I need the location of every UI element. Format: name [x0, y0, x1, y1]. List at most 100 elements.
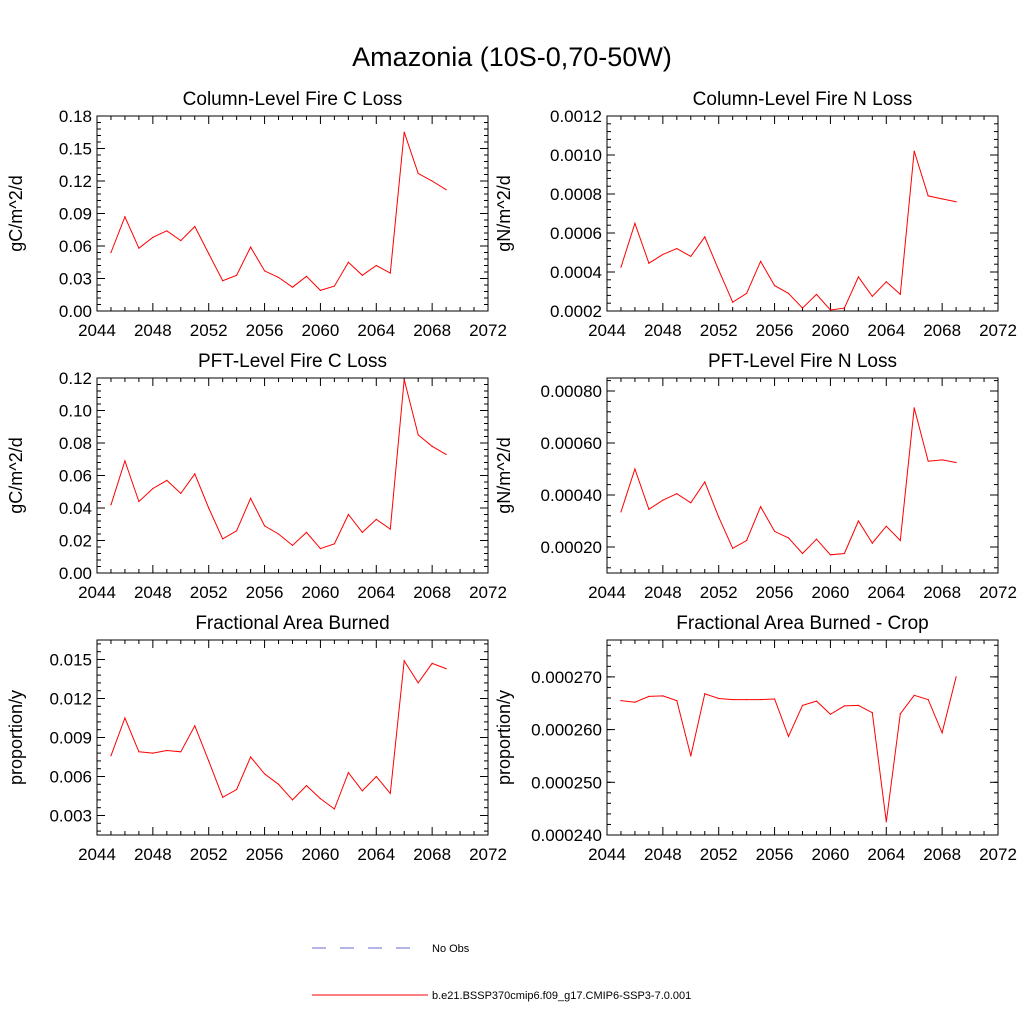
y-tick-label: 0.02 [59, 532, 92, 551]
x-tick-label: 2068 [923, 845, 961, 864]
data-point [718, 697, 720, 700]
data-point [718, 269, 720, 271]
data-point [773, 530, 776, 533]
data-point [899, 539, 901, 542]
y-tick-label: 0.00080 [541, 382, 602, 401]
data-point [620, 266, 622, 268]
data-point [913, 694, 915, 696]
plot-frame [606, 377, 999, 574]
x-tick-label: 2052 [190, 845, 228, 864]
data-point [361, 790, 363, 792]
data-point [704, 693, 706, 695]
data-point [648, 508, 650, 510]
data-point [347, 261, 349, 263]
y-tick-label: 0.06 [59, 467, 92, 486]
data-point [333, 285, 335, 287]
data-point [263, 270, 266, 272]
data-point [885, 821, 887, 823]
y-tick-label: 0.000250 [531, 773, 602, 792]
data-point [676, 700, 678, 702]
data-point [620, 511, 622, 513]
data-point [333, 543, 335, 545]
data-point [236, 530, 238, 532]
data-point [305, 275, 308, 277]
plot-frame [606, 639, 999, 836]
data-point [648, 695, 650, 697]
data-point [871, 295, 873, 297]
data-point [704, 481, 706, 483]
y-tick-label: 0.00040 [541, 486, 602, 505]
data-point [662, 253, 664, 256]
x-tick-label: 2056 [756, 321, 794, 340]
chart-panel-6: Fractional Area Burned - Crop 2044 2048 205… [494, 613, 1017, 864]
y-tick-label: 0.15 [59, 140, 92, 159]
data-point [166, 749, 168, 752]
data-point [305, 531, 308, 533]
data-point [194, 473, 196, 475]
data-point [634, 222, 636, 224]
y-tick-label: 0.012 [49, 690, 92, 709]
x-tick-label: 2044 [78, 321, 116, 340]
data-point [732, 698, 734, 701]
data-point [662, 695, 664, 697]
data-point [801, 704, 804, 706]
panel-title: Column-Level Fire C Loss [183, 89, 403, 110]
data-point [760, 506, 762, 508]
data-point [445, 453, 447, 455]
x-tick-label: 2064 [867, 321, 905, 340]
panel-title: PFT-Level Fire N Loss [708, 351, 897, 372]
x-tick-label: 2044 [78, 845, 116, 864]
data-point [319, 289, 322, 292]
data-point [690, 255, 692, 257]
data-point [760, 260, 762, 262]
data-point [305, 785, 308, 787]
data-point [445, 189, 447, 191]
series-line [110, 659, 447, 810]
y-axis-label: gC/m^2/d [6, 437, 26, 513]
data-point [180, 239, 182, 242]
data-point [857, 276, 859, 278]
x-tick-label: 2060 [812, 321, 850, 340]
x-tick-label: 2052 [700, 583, 738, 602]
y-axis-label: proportion/y [494, 690, 514, 785]
legend: No Obs b.e21.BSSP370cmip6.f09_g17.CMIP6-… [312, 943, 691, 1002]
x-tick-label: 2064 [867, 583, 905, 602]
x-tick-label: 2060 [302, 583, 340, 602]
chart-panel-3: PFT-Level Fire C Loss 2044 2048 2052 2056 206… [6, 351, 507, 602]
data-point [263, 525, 266, 527]
data-point [927, 698, 929, 701]
data-point [829, 309, 832, 311]
data-point [815, 700, 818, 702]
data-point [277, 533, 280, 535]
data-point [138, 751, 140, 753]
x-tick-label: 2072 [469, 583, 507, 602]
data-point [152, 236, 154, 238]
data-point [955, 461, 957, 464]
data-point [913, 150, 915, 152]
x-tick-label: 2072 [979, 321, 1017, 340]
data-point [843, 552, 845, 555]
data-point [732, 301, 734, 303]
data-point [208, 760, 210, 762]
x-tick-label: 2056 [246, 583, 284, 602]
x-tick-label: 2056 [246, 845, 284, 864]
data-point [110, 755, 112, 757]
data-point [899, 713, 901, 715]
data-point [166, 230, 168, 232]
data-point [815, 538, 818, 540]
data-point [941, 459, 943, 461]
data-point [166, 479, 168, 481]
data-point [277, 276, 280, 279]
y-tick-label: 0.18 [59, 107, 92, 126]
data-point [955, 201, 957, 203]
data-point [124, 460, 126, 462]
data-point [194, 725, 196, 727]
data-point [291, 799, 294, 801]
x-tick-label: 2048 [644, 845, 682, 864]
x-tick-label: 2060 [812, 845, 850, 864]
x-tick-label: 2044 [588, 845, 626, 864]
data-point [676, 248, 678, 250]
data-point [760, 698, 762, 701]
data-point [250, 756, 252, 758]
y-tick-label: 0.0006 [550, 224, 602, 243]
